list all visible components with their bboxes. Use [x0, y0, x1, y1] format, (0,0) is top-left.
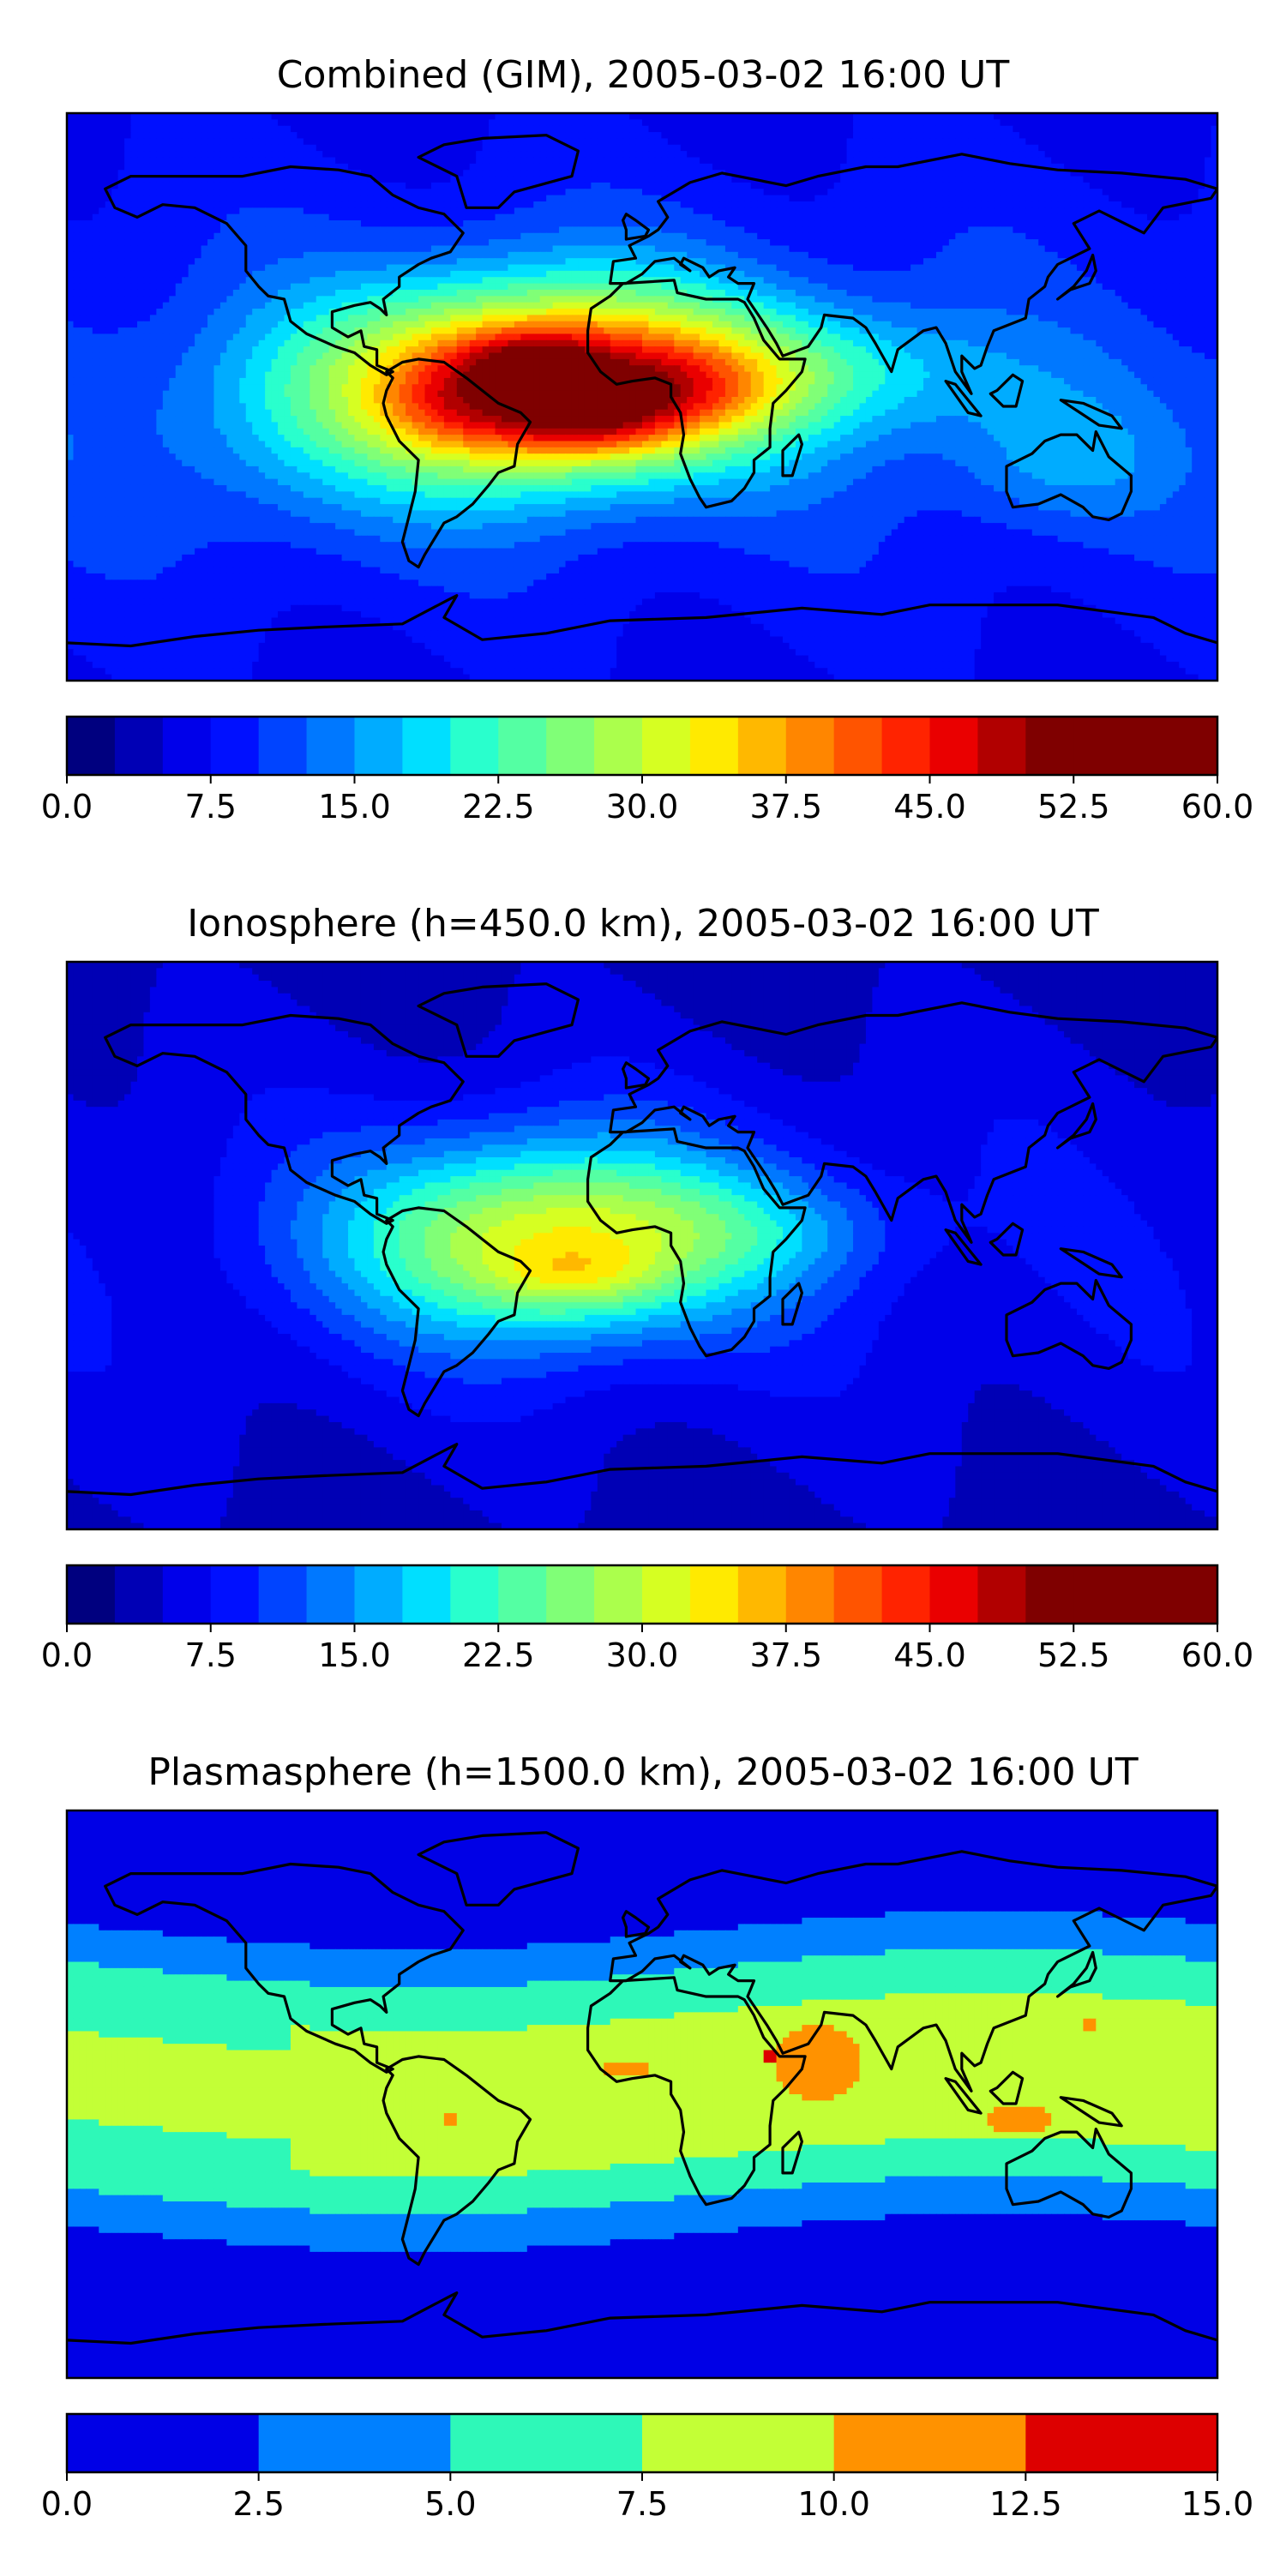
- colorbar-tick-label: 45.0: [893, 1636, 966, 1674]
- map-combined: [67, 113, 1218, 682]
- colorbar-segment: [1169, 717, 1217, 775]
- colorbar-tick-label: 2.5: [232, 2485, 284, 2523]
- colorbar-ionosphere: 0.0 7.5 15.0 22.5 30.0 37.5 45.0 52.5 60.0: [41, 1565, 1254, 1674]
- colorbar-tick-label: 0.0: [41, 788, 93, 826]
- colorbar-segment: [402, 717, 450, 775]
- colorbar-segment: [1073, 717, 1121, 775]
- colorbar-tick-label: 45.0: [893, 788, 966, 826]
- panel-title-plasmasphere: Plasmasphere (h=1500.0 km), 2005-03-02 1…: [147, 1750, 1138, 1794]
- colorbar-segment: [67, 717, 115, 775]
- colorbar-segment: [882, 717, 930, 775]
- colorbar-segment: [67, 1565, 115, 1624]
- colorbar-tick-label: 37.5: [749, 1636, 822, 1674]
- colorbar-tick-label: 0.0: [41, 2485, 93, 2523]
- colorbar-segment: [882, 1565, 930, 1624]
- colorbar-segment: [1169, 1565, 1217, 1624]
- colorbar-tick-label: 12.5: [989, 2485, 1062, 2523]
- panel-ionosphere: Ionosphere (h=450.0 km), 2005-03-02 16:0…: [41, 902, 1254, 1674]
- colorbar-segment: [450, 2414, 642, 2472]
- map-plasmasphere: [67, 1810, 1218, 2379]
- colorbar-tick-label: 0.0: [41, 1636, 93, 1674]
- colorbar-tick-label: 60.0: [1181, 1636, 1254, 1674]
- colorbar-segment: [786, 717, 834, 775]
- colorbar-segment: [642, 2414, 834, 2472]
- colorbar-plasmasphere: 0.0 2.5 5.0 7.5 10.0 12.5 15.0: [41, 2414, 1254, 2523]
- colorbar-segment: [690, 1565, 738, 1624]
- colorbar-segment: [163, 717, 211, 775]
- panel-combined: Combined (GIM), 2005-03-02 16:00 UT 0.0 7…: [41, 53, 1254, 826]
- colorbar-tick-label: 15.0: [318, 788, 391, 826]
- colorbar-segment: [307, 1565, 355, 1624]
- panel-plasmasphere: Plasmasphere (h=1500.0 km), 2005-03-02 1…: [41, 1750, 1254, 2523]
- colorbar-segment: [738, 717, 786, 775]
- colorbar-segment: [1025, 2414, 1217, 2472]
- colorbar-segment: [546, 1565, 594, 1624]
- colorbar-tick-label: 7.5: [185, 1636, 237, 1674]
- colorbar-segment: [450, 717, 498, 775]
- colorbar-segment: [498, 717, 546, 775]
- colorbar-combined: 0.0 7.5 15.0 22.5 30.0 37.5 45.0 52.5 60.0: [41, 717, 1254, 826]
- colorbar-segment: [977, 1565, 1025, 1624]
- colorbar-tick-label: 15.0: [318, 1636, 391, 1674]
- colorbar-segment: [642, 1565, 690, 1624]
- colorbar-segment: [1073, 1565, 1121, 1624]
- colorbar-segment: [1121, 717, 1169, 775]
- colorbar-tick-label: 7.5: [185, 788, 237, 826]
- colorbar-segment: [211, 1565, 259, 1624]
- colorbar-segment: [450, 1565, 498, 1624]
- colorbar-tick-label: 52.5: [1037, 1636, 1110, 1674]
- colorbar-tick-label: 30.0: [606, 1636, 679, 1674]
- colorbar-segment: [594, 1565, 642, 1624]
- colorbar-tick-label: 10.0: [797, 2485, 870, 2523]
- panel-title-combined: Combined (GIM), 2005-03-02 16:00 UT: [277, 53, 1010, 97]
- colorbar-segment: [834, 717, 882, 775]
- colorbar-segment: [402, 1565, 450, 1624]
- colorbar-segment: [738, 1565, 786, 1624]
- map-ionosphere: [67, 962, 1218, 1530]
- colorbar-segment: [67, 2414, 259, 2472]
- colorbar-tick-label: 52.5: [1037, 788, 1110, 826]
- colorbar-segment: [1121, 1565, 1169, 1624]
- colorbar-segment: [1025, 1565, 1073, 1624]
- colorbar-segment: [355, 717, 403, 775]
- colorbar-segment: [115, 1565, 163, 1624]
- colorbar-segment: [259, 1565, 307, 1624]
- colorbar-segment: [546, 717, 594, 775]
- colorbar-segment: [930, 1565, 978, 1624]
- colorbar-segment: [259, 2414, 451, 2472]
- colorbar-tick-label: 22.5: [462, 1636, 535, 1674]
- colorbar-tick-label: 15.0: [1181, 2485, 1254, 2523]
- colorbar-segment: [834, 2414, 1026, 2472]
- colorbar-segment: [642, 717, 690, 775]
- panel-title-ionosphere: Ionosphere (h=450.0 km), 2005-03-02 16:0…: [187, 902, 1099, 946]
- colorbar-tick-label: 5.0: [424, 2485, 476, 2523]
- colorbar-segment: [115, 717, 163, 775]
- colorbar-segment: [1025, 717, 1073, 775]
- colorbar-segment: [355, 1565, 403, 1624]
- colorbar-segment: [211, 717, 259, 775]
- colorbar-segment: [786, 1565, 834, 1624]
- colorbar-segment: [834, 1565, 882, 1624]
- colorbar-tick-label: 30.0: [606, 788, 679, 826]
- colorbar-tick-label: 22.5: [462, 788, 535, 826]
- colorbar-tick-label: 60.0: [1181, 788, 1254, 826]
- colorbar-tick-label: 37.5: [749, 788, 822, 826]
- colorbar-segment: [259, 717, 307, 775]
- colorbar-segment: [498, 1565, 546, 1624]
- colorbar-segment: [977, 717, 1025, 775]
- colorbar-segment: [163, 1565, 211, 1624]
- colorbar-segment: [690, 717, 738, 775]
- colorbar-tick-label: 7.5: [616, 2485, 668, 2523]
- colorbar-segment: [307, 717, 355, 775]
- colorbar-segment: [930, 717, 978, 775]
- colorbar-segment: [594, 717, 642, 775]
